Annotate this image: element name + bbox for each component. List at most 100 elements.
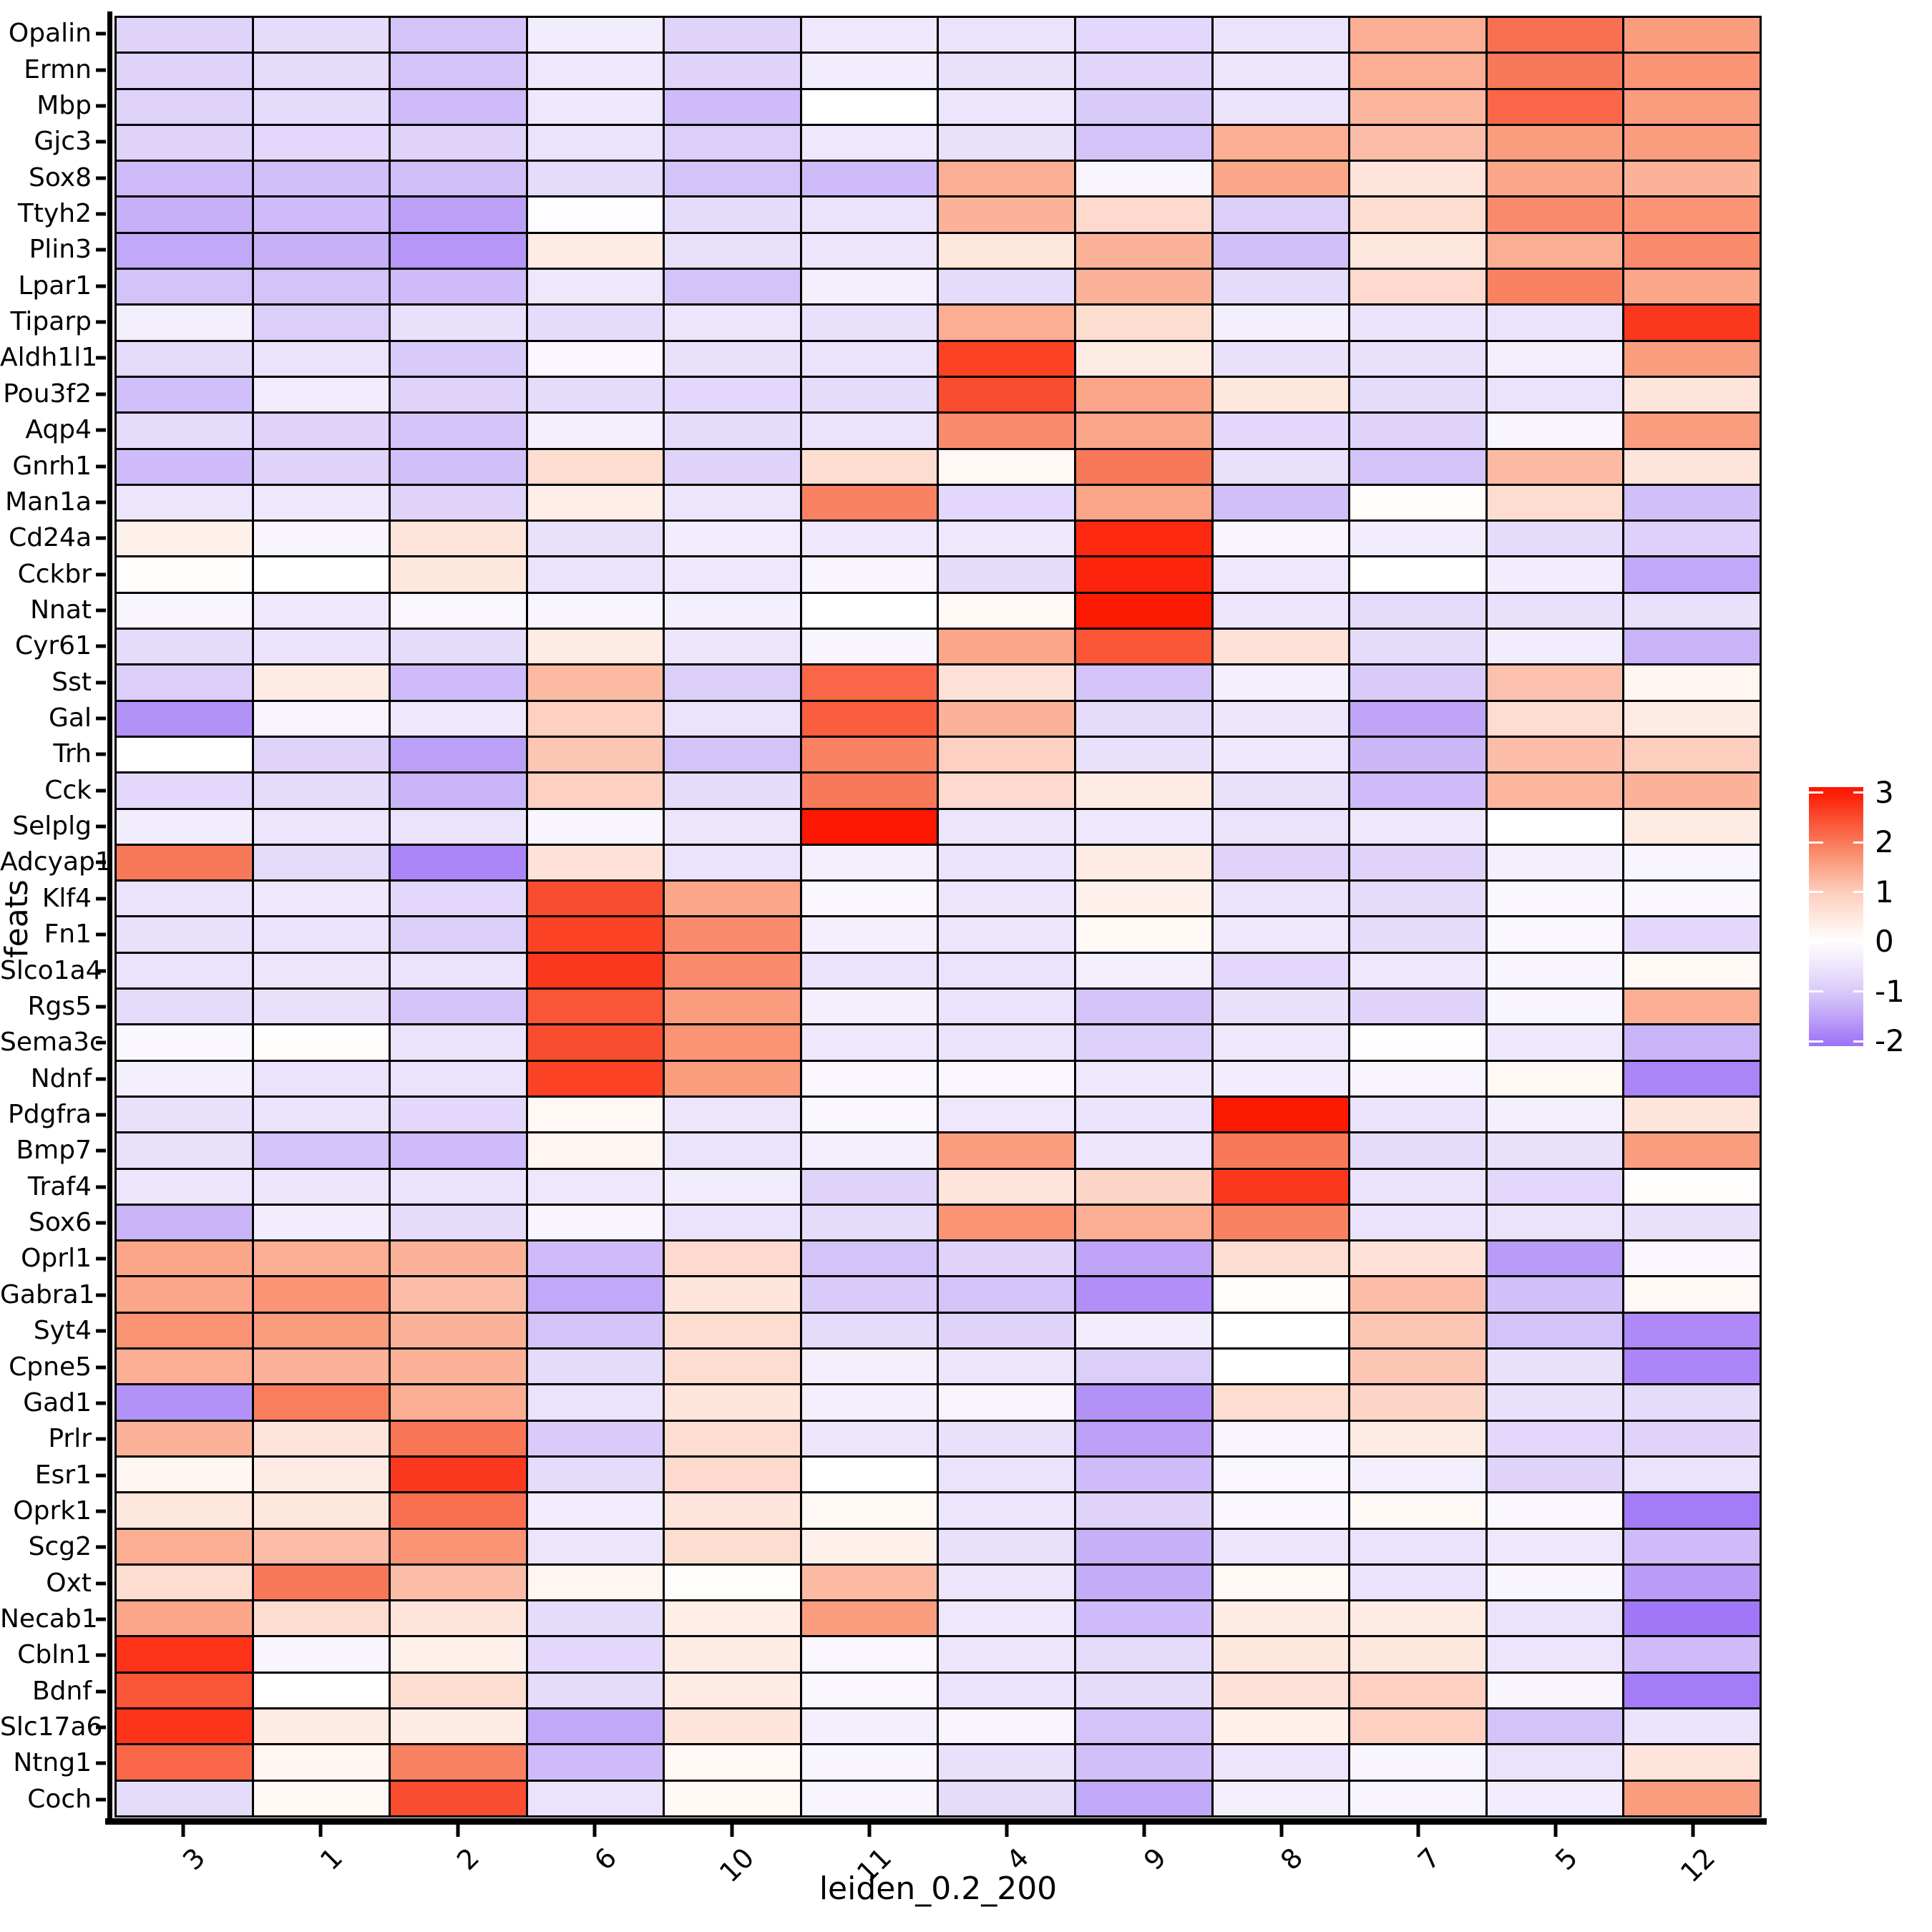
heatmap-cell [665,377,800,412]
y-tick [96,1148,106,1153]
heatmap-cell [1487,953,1623,988]
gene-label: Tiparp [10,307,92,337]
heatmap-cell [1487,1565,1623,1600]
gene-axis-labels: Opalin Ermn Mbp Gjc3 Sox8 Ttyh2 Plin3 Lpar1 Tipa… [0,16,112,1818]
heatmap-cell [117,1205,252,1240]
heatmap-cell [939,882,1075,916]
heatmap-cell [939,665,1075,700]
heatmap-cell [391,233,526,268]
heatmap-cell [1487,1637,1623,1672]
heatmap-cell [1076,1385,1211,1420]
heatmap-cell [527,125,663,160]
heatmap-cell [1487,809,1623,844]
heatmap-cell [1624,1781,1760,1815]
heatmap-cell [1213,306,1349,340]
heatmap-cell [939,306,1075,340]
heatmap-cell [801,1745,937,1780]
heatmap-cell [801,1350,937,1384]
heatmap-cell [1350,1241,1485,1276]
y-tick [96,1797,106,1802]
heatmap-cell [939,233,1075,268]
x-tick [1416,1825,1420,1837]
heatmap-cell [939,845,1075,880]
y-tick [96,752,106,756]
heatmap-cell [391,89,526,124]
heatmap-cell [665,1637,800,1672]
heatmap-cell [801,306,937,340]
heatmap-cell [1076,18,1211,52]
heatmap-cell [1487,89,1623,124]
heatmap-cell [1076,1133,1211,1168]
heatmap-cell [665,1133,800,1168]
heatmap-cell [939,485,1075,520]
heatmap-cell [1076,306,1211,340]
heatmap-cell [801,377,937,412]
heatmap-cell [1624,1025,1760,1060]
heatmap-cell [1487,270,1623,304]
heatmap-cell [1624,414,1760,448]
heatmap-cell [253,845,389,880]
heatmap-cell [939,1421,1075,1455]
heatmap-cell [1350,1421,1485,1455]
heatmap-cell [939,1457,1075,1492]
heatmap-cell [391,522,526,556]
heatmap-cell [1350,557,1485,592]
heatmap-cell [253,557,389,592]
heatmap-cell [527,1241,663,1276]
y-tick [96,428,106,432]
heatmap-cell [1624,701,1760,736]
heatmap-cell [665,665,800,700]
heatmap-cell [665,1277,800,1312]
heatmap-cell [391,1781,526,1815]
colorbar-tick [1809,891,1823,894]
heatmap-cell [253,162,389,196]
heatmap-cell [1487,845,1623,880]
heatmap-cell [1487,18,1623,52]
y-tick [96,1257,106,1261]
heatmap-cell [117,162,252,196]
heatmap-cell [117,1277,252,1312]
heatmap-cell [939,737,1075,772]
y-tick [96,824,106,829]
heatmap-cell [1076,414,1211,448]
y-tick [96,1221,106,1225]
colorbar-tick-label: -2 [1875,1023,1905,1059]
heatmap-cell [1076,341,1211,376]
heatmap-cell [391,1313,526,1348]
heatmap-cell [1350,162,1485,196]
heatmap-cell [253,1457,389,1492]
heatmap-cell [665,485,800,520]
heatmap-cell [665,162,800,196]
heatmap-cell [117,414,252,448]
heatmap-cell [801,809,937,844]
heatmap-cell [801,1493,937,1528]
heatmap-cell [939,1745,1075,1780]
heatmap-cell [1213,377,1349,412]
heatmap-cell [939,1565,1075,1600]
heatmap-cell [1213,1781,1349,1815]
heatmap-cell [1076,1565,1211,1600]
gene-label: Gal [49,703,92,733]
heatmap-cell [527,737,663,772]
y-tick [96,1077,106,1081]
heatmap-cell [665,414,800,448]
y-tick [96,284,106,288]
heatmap-cell [665,1025,800,1060]
x-tick [456,1825,460,1837]
heatmap-cell [1213,1529,1349,1563]
heatmap-cell [253,593,389,628]
x-tick [1005,1825,1009,1837]
heatmap-cell [1624,1205,1760,1240]
heatmap-cell [939,449,1075,484]
heatmap-cell [527,1350,663,1384]
heatmap-cell [665,1385,800,1420]
heatmap-cell [1213,665,1349,700]
cluster-label: 8 [1274,1841,1309,1877]
heatmap-cell [391,593,526,628]
heatmap-cell [1076,1457,1211,1492]
heatmap-cell [1350,377,1485,412]
y-tick [96,716,106,721]
heatmap-cell [1624,89,1760,124]
colorbar-tick [1809,791,1823,794]
heatmap-cell [1213,630,1349,664]
